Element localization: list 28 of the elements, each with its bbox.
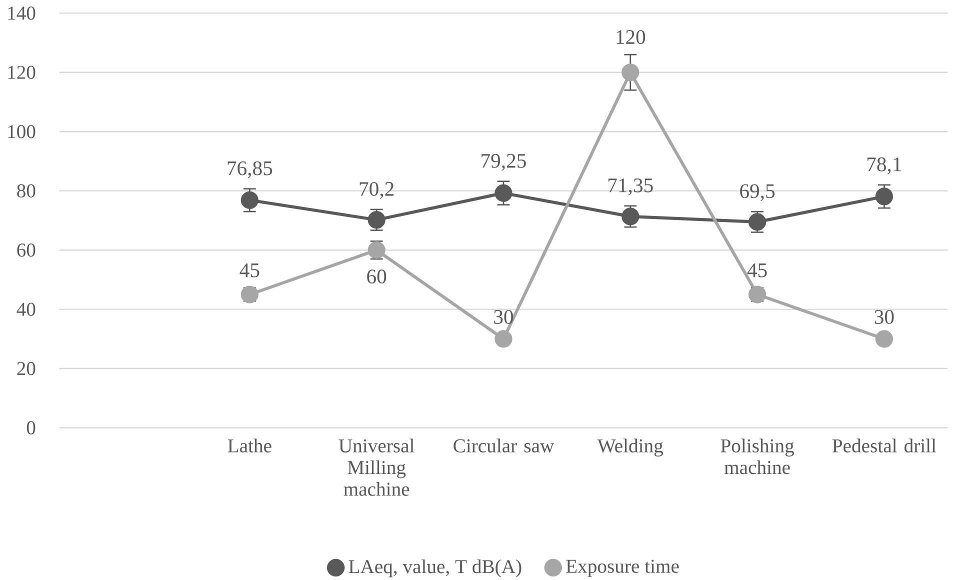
data-label: 45 xyxy=(240,263,260,278)
legend-label: LAeq, value, T dB(A) xyxy=(348,559,522,578)
data-label: 120 xyxy=(616,30,646,44)
data-label: 30 xyxy=(874,310,894,324)
data-label: 70,2 xyxy=(360,182,394,199)
x-tick-label: Polishing machine xyxy=(720,438,794,474)
data-label: 76,85 xyxy=(228,161,272,178)
y-tick-label: 0 xyxy=(26,421,36,434)
x-tick-label: Universal Milling machine xyxy=(338,438,414,496)
x-tick-label: Welding xyxy=(597,438,664,456)
data-label: 71,35 xyxy=(608,178,653,196)
y-tick-label: 80 xyxy=(17,184,36,198)
data-label: 60 xyxy=(367,269,386,284)
x-tick-label: Lathe xyxy=(228,438,272,452)
y-tick-label: 120 xyxy=(8,66,36,79)
x-tick-label: Pedestal drill xyxy=(832,438,936,452)
y-tick-label: 60 xyxy=(17,243,36,257)
data-label: 69,5 xyxy=(740,184,775,201)
y-tick-label: 40 xyxy=(16,302,36,316)
data-label: 45 xyxy=(747,263,767,278)
y-tick-label: 140 xyxy=(8,6,36,20)
y-tick-label: 100 xyxy=(8,124,36,138)
x-tick-label: Circular saw xyxy=(454,438,554,452)
data-label: 30 xyxy=(494,310,514,324)
data-label: 78,1 xyxy=(867,157,902,174)
legend-label: Exposure time xyxy=(566,560,679,577)
y-tick-label: 20 xyxy=(17,362,36,376)
data-label: 79,25 xyxy=(482,154,526,171)
